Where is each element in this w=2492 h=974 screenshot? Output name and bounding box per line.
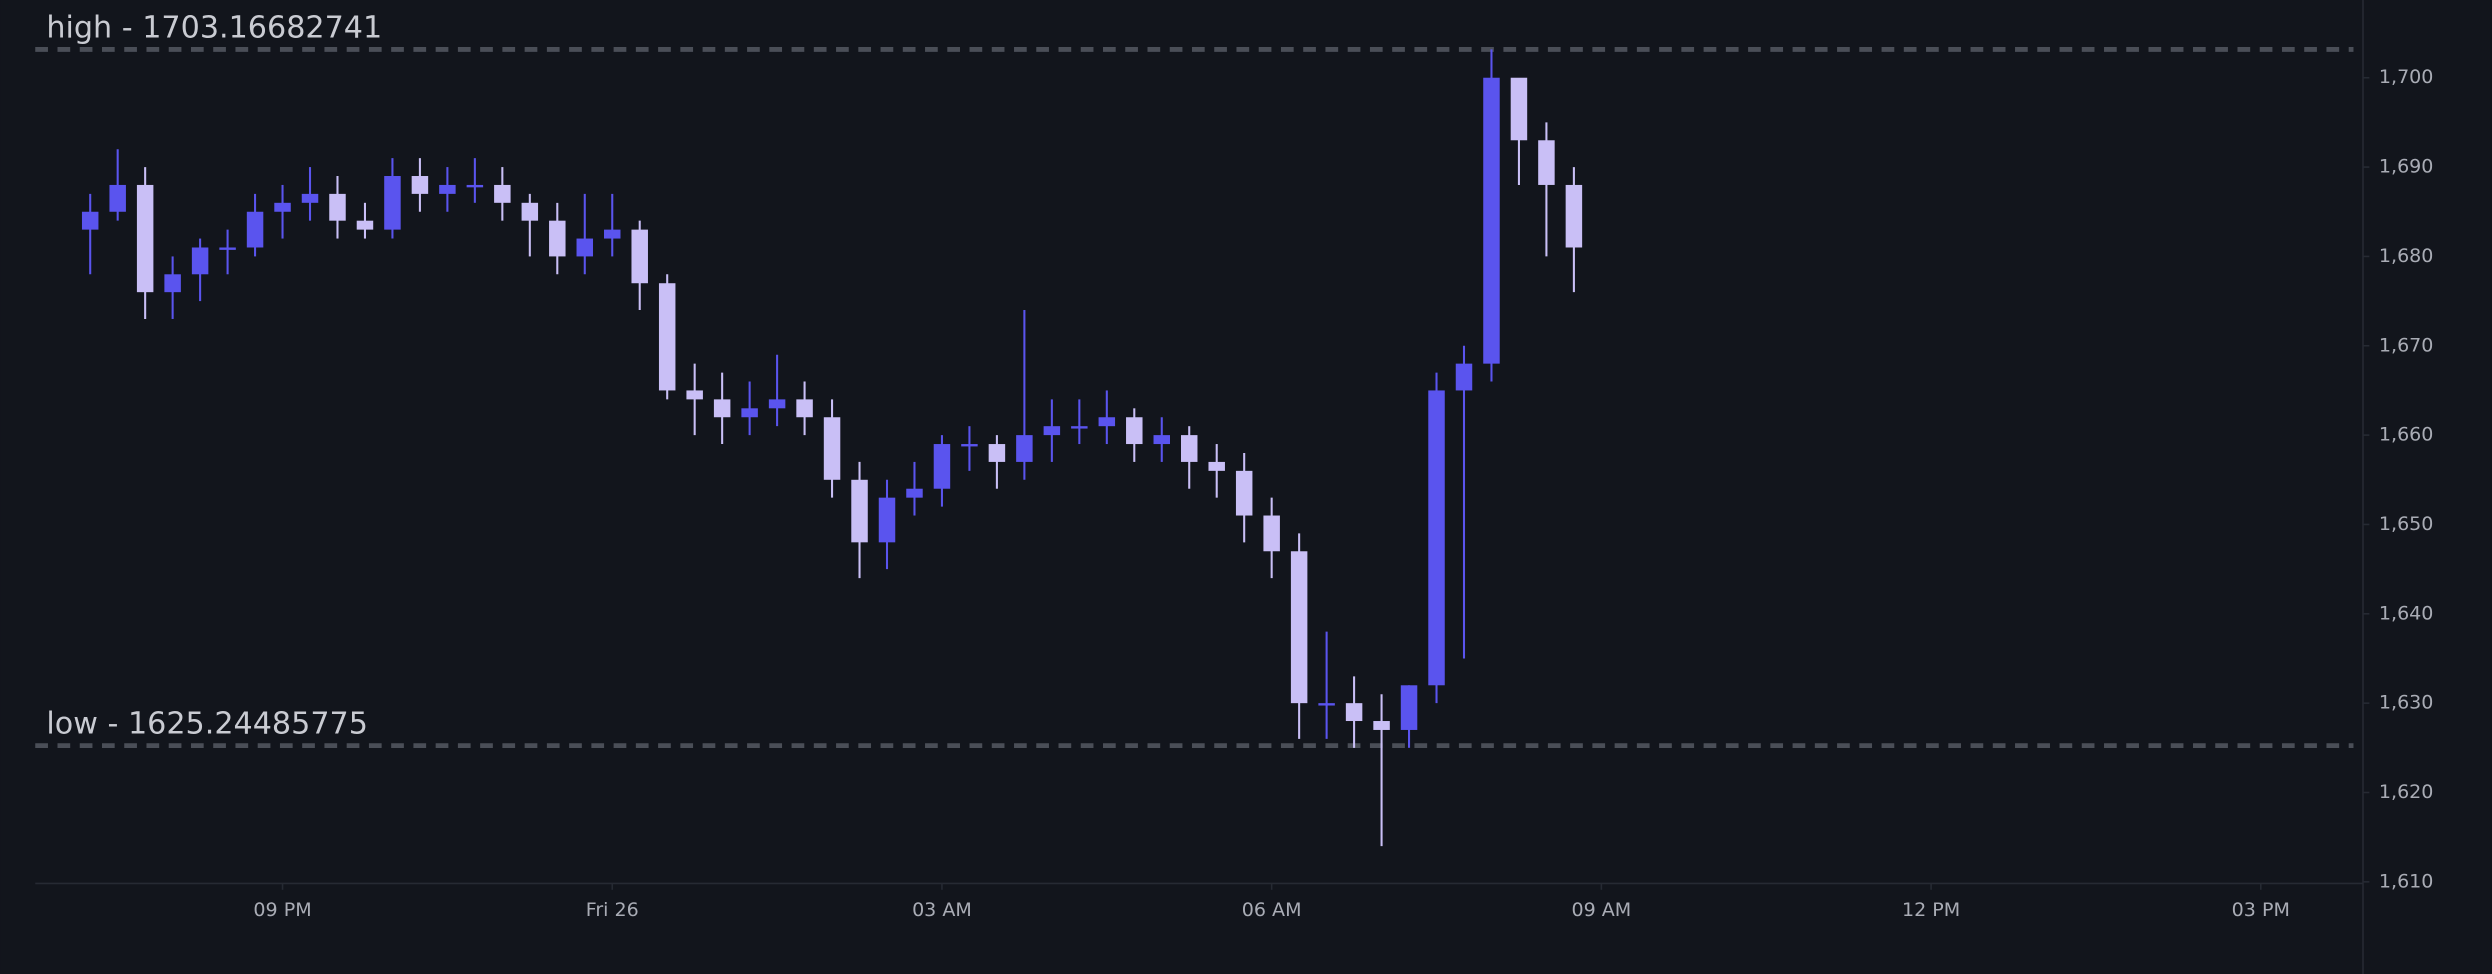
candle-body bbox=[988, 444, 1006, 462]
x-tick-label: 12 PM bbox=[1902, 899, 1960, 921]
candle-body bbox=[1538, 140, 1555, 185]
y-tick-label: 1,620 bbox=[2379, 781, 2434, 803]
candle-body bbox=[1043, 426, 1061, 436]
candle-body bbox=[521, 202, 539, 221]
y-tick-label: 1,690 bbox=[2379, 156, 2434, 178]
candle-body bbox=[1483, 77, 1500, 364]
x-tick-label: 03 PM bbox=[2232, 899, 2290, 921]
candle-body bbox=[1208, 461, 1225, 471]
candle-body bbox=[1263, 515, 1280, 552]
candle-body bbox=[219, 247, 236, 250]
x-tick-label: Fri 26 bbox=[586, 899, 639, 921]
candle-body bbox=[878, 497, 896, 543]
candle-body bbox=[1400, 685, 1418, 730]
candle-body bbox=[686, 390, 703, 400]
x-tick-label: 09 AM bbox=[1571, 899, 1631, 921]
y-tick-label: 1,610 bbox=[2379, 870, 2434, 892]
candle-body bbox=[191, 247, 209, 275]
candle-body bbox=[851, 479, 868, 543]
candle-body bbox=[1373, 721, 1390, 730]
y-tick-label: 1,630 bbox=[2379, 692, 2434, 714]
candle-body bbox=[1098, 417, 1116, 427]
y-tick-label: 1,660 bbox=[2379, 424, 2434, 446]
y-tick-label: 1,680 bbox=[2379, 245, 2434, 267]
reference-label: high - 1703.16682741 bbox=[46, 10, 382, 45]
candle-body bbox=[164, 274, 181, 293]
reference-label: low - 1625.24485775 bbox=[46, 706, 368, 741]
candle-body bbox=[713, 399, 731, 418]
candle-body bbox=[658, 283, 676, 391]
candle-body bbox=[961, 444, 978, 447]
candle-body bbox=[1016, 435, 1033, 462]
candle-body bbox=[1235, 470, 1253, 516]
candle-body bbox=[1153, 435, 1171, 445]
candle-body bbox=[356, 220, 374, 230]
candle-body bbox=[1071, 426, 1088, 429]
x-tick-label: 09 PM bbox=[253, 899, 311, 921]
candle-body bbox=[1510, 77, 1528, 141]
candle-body bbox=[933, 444, 951, 489]
candle-body bbox=[274, 202, 291, 212]
candle-body bbox=[466, 184, 484, 188]
candle-body bbox=[1428, 390, 1445, 686]
candle-body bbox=[301, 193, 319, 203]
candle-body bbox=[576, 238, 594, 257]
candle-body bbox=[906, 488, 923, 498]
y-tick-label: 1,670 bbox=[2379, 334, 2434, 356]
candle-body bbox=[246, 211, 264, 248]
candle-body bbox=[411, 176, 429, 194]
candle-body bbox=[494, 184, 511, 203]
candle-body bbox=[1290, 551, 1308, 704]
y-tick-label: 1,650 bbox=[2379, 513, 2434, 535]
candle-body bbox=[1565, 184, 1583, 248]
candle-body bbox=[1180, 435, 1198, 462]
candle-body bbox=[604, 229, 621, 239]
candle-body bbox=[823, 417, 841, 480]
candle-body bbox=[439, 184, 456, 194]
candle-body bbox=[796, 399, 813, 418]
candle-body bbox=[1126, 417, 1143, 445]
y-tick-label: 1,700 bbox=[2379, 66, 2434, 88]
candle-body bbox=[329, 193, 346, 221]
candle-body bbox=[549, 220, 566, 257]
candle-body bbox=[1455, 363, 1473, 391]
candle-body bbox=[136, 184, 154, 293]
candle-body bbox=[1318, 703, 1335, 706]
candle-body bbox=[631, 229, 648, 284]
candle-body bbox=[1345, 703, 1363, 722]
candle-body bbox=[768, 399, 786, 409]
y-tick-label: 1,640 bbox=[2379, 602, 2434, 624]
candle-body bbox=[81, 211, 99, 230]
candle-body bbox=[741, 408, 758, 418]
candle-body bbox=[384, 176, 401, 230]
x-tick-label: 06 AM bbox=[1242, 899, 1302, 921]
candle-body bbox=[109, 184, 126, 212]
x-tick-label: 03 AM bbox=[912, 899, 972, 921]
